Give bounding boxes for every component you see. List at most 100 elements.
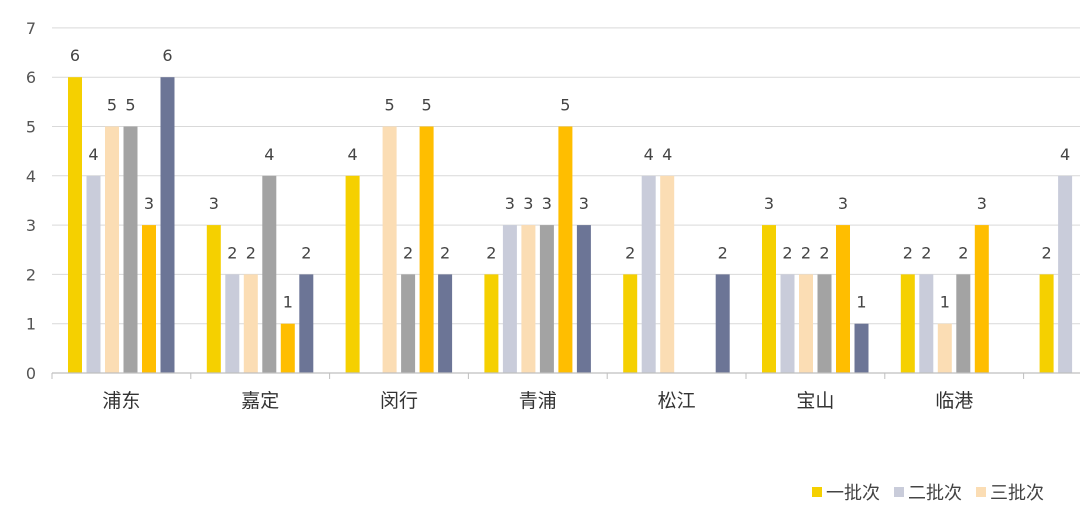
bar [974,225,989,373]
bar [1058,175,1073,373]
bar [160,77,175,373]
bar [539,225,554,373]
category-label: 嘉定 [241,390,279,412]
legend-item: 三批次 [976,479,1044,505]
bar [558,126,573,373]
legend-swatch [812,487,822,497]
bar-value-label: 2 [782,243,792,262]
legend-item: 二批次 [894,479,962,505]
bar [715,274,730,373]
y-tick-label: 1 [26,315,36,334]
bar-value-label: 1 [283,293,293,312]
bar [641,175,656,373]
bar [956,274,971,373]
bar-value-label: 3 [505,194,515,213]
bar [382,126,397,373]
bar-value-label: 5 [385,96,395,115]
bar [68,77,82,373]
bar-value-label: 2 [301,243,311,262]
bar-value-label: 2 [958,243,968,262]
y-tick-label: 6 [26,68,36,87]
bar [919,274,934,373]
bar [854,323,869,373]
bar-value-label: 4 [1060,145,1070,164]
bar-value-label: 2 [403,243,413,262]
y-tick-label: 0 [26,364,36,383]
bar [521,225,536,373]
bar-value-label: 1 [856,293,866,312]
bar-value-label: 3 [144,194,154,213]
bar-value-label: 2 [718,243,728,262]
category-label: 闵行 [380,390,418,412]
bar-value-label: 5 [422,96,432,115]
bar [1039,274,1054,373]
bar [280,323,295,373]
y-tick-label: 4 [26,167,36,186]
category-label: 临港 [935,390,973,412]
bar [817,274,832,373]
bar [799,274,813,373]
legend-label: 一批次 [826,483,880,504]
bar-value-label: 5 [560,96,570,115]
bar-value-label: 6 [162,46,172,65]
bar [484,274,499,373]
bar-value-label: 3 [977,194,987,213]
bar [438,274,453,373]
bar-value-label: 2 [819,243,829,262]
bar-value-label: 2 [801,243,811,262]
bar-value-label: 5 [107,96,117,115]
bar-value-label: 1 [940,293,950,312]
bar-value-label: 2 [903,243,913,262]
bar-value-label: 3 [579,194,589,213]
bar-value-label: 4 [264,145,274,164]
bar [225,274,240,373]
y-axis-ticks: 0 1 2 3 4 5 6 7 [26,19,36,383]
bar-value-label: 3 [523,194,533,213]
bar [345,175,360,373]
bar [105,126,119,373]
bar-value-label: 2 [486,243,496,262]
bar [123,126,138,373]
bar-value-label: 2 [921,243,931,262]
legend-label: 二批次 [908,483,962,504]
y-tick-label: 7 [26,19,36,38]
y-tick-label: 3 [26,216,36,235]
bars [68,77,1073,373]
bar [401,274,416,373]
bar [206,225,221,373]
legend-label: 三批次 [990,483,1044,504]
bar-value-label: 6 [70,46,80,65]
category-label: 青浦 [519,390,557,412]
bar-value-label: 4 [662,145,672,164]
bar [502,225,517,373]
bar-value-label: 2 [246,243,256,262]
bar [937,323,952,373]
category-label: 浦东 [102,390,140,412]
legend-swatch [894,487,904,497]
bar-value-label: 3 [838,194,848,213]
bar [623,274,638,373]
bar-value-label: 5 [125,96,135,115]
legend-item: 一批次 [812,479,880,505]
bar [299,274,314,373]
bar [262,175,277,373]
y-tick-label: 5 [26,118,36,137]
bar-value-label: 4 [644,145,654,164]
bar-value-label: 3 [209,194,219,213]
bar-value-label: 2 [1042,243,1052,262]
bar-value-label: 2 [625,243,635,262]
legend-swatch [976,487,986,497]
bar [900,274,915,373]
bar [419,126,434,373]
bar-value-label: 4 [348,145,358,164]
bar [762,225,776,373]
bar [142,225,156,373]
bar [660,175,675,373]
bar-value-label: 3 [764,194,774,213]
legend: 一批次 二批次 三批次 [812,478,1058,506]
y-tick-label: 2 [26,265,36,284]
x-axis: 浦东嘉定闵行青浦松江宝山临港奉 [51,372,1080,412]
bar-value-label: 2 [227,243,237,262]
category-label: 松江 [658,390,696,412]
